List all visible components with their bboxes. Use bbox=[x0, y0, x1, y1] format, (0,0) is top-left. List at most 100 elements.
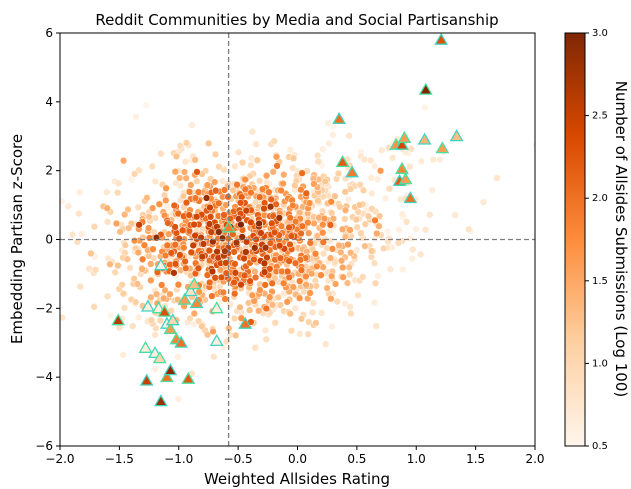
data-point bbox=[375, 222, 383, 230]
data-point bbox=[421, 226, 430, 234]
data-point bbox=[157, 149, 165, 158]
data-point bbox=[306, 289, 314, 297]
data-point bbox=[269, 168, 277, 176]
data-point bbox=[359, 273, 367, 281]
data-point bbox=[147, 293, 155, 301]
data-point bbox=[134, 203, 142, 212]
data-point bbox=[372, 322, 380, 330]
data-point bbox=[103, 188, 111, 196]
data-point bbox=[353, 223, 361, 231]
highlighted-point bbox=[209, 301, 224, 314]
data-point bbox=[76, 283, 84, 291]
data-point bbox=[202, 194, 211, 202]
data-point bbox=[319, 229, 327, 237]
data-point bbox=[368, 247, 376, 255]
data-point bbox=[270, 228, 279, 237]
data-point bbox=[312, 319, 320, 327]
data-point bbox=[276, 254, 285, 262]
data-point bbox=[328, 323, 336, 331]
data-point bbox=[158, 281, 166, 289]
highlighted-point bbox=[153, 258, 168, 271]
data-point bbox=[339, 263, 347, 272]
y-tick-label: −2 bbox=[35, 301, 53, 315]
data-point bbox=[328, 245, 337, 253]
data-point bbox=[226, 214, 234, 223]
data-point bbox=[130, 237, 139, 245]
data-point bbox=[375, 212, 384, 220]
data-point bbox=[386, 265, 395, 273]
data-point bbox=[182, 199, 191, 207]
data-point bbox=[370, 259, 379, 267]
data-point bbox=[252, 140, 260, 148]
data-point bbox=[151, 365, 159, 373]
data-point bbox=[344, 240, 352, 249]
data-point bbox=[257, 229, 265, 237]
data-point bbox=[276, 242, 284, 250]
data-point bbox=[230, 314, 239, 323]
data-point bbox=[297, 186, 305, 194]
data-point bbox=[352, 215, 360, 224]
data-point bbox=[189, 241, 197, 250]
data-point bbox=[451, 211, 459, 219]
data-point bbox=[215, 199, 223, 207]
data-point bbox=[268, 301, 277, 309]
highlighted-point bbox=[417, 132, 432, 145]
data-point bbox=[297, 266, 306, 274]
data-point bbox=[253, 156, 261, 164]
data-point bbox=[149, 204, 157, 212]
data-point bbox=[308, 308, 317, 317]
data-point bbox=[371, 216, 379, 225]
data-point bbox=[118, 281, 126, 289]
plot-area bbox=[60, 33, 535, 446]
data-point bbox=[323, 284, 331, 292]
data-point bbox=[319, 249, 328, 258]
data-point bbox=[337, 257, 346, 265]
x-tick-label: 0.0 bbox=[288, 452, 307, 466]
data-point bbox=[203, 331, 212, 339]
highlighted-point bbox=[398, 172, 413, 185]
data-point bbox=[232, 331, 240, 340]
data-point bbox=[347, 309, 355, 318]
data-point bbox=[378, 146, 386, 154]
data-point bbox=[331, 192, 339, 200]
data-point bbox=[247, 161, 255, 169]
y-axis-label: Embedding Partisan z-Score bbox=[8, 134, 26, 344]
highlighted-markers bbox=[111, 33, 464, 407]
data-point bbox=[314, 157, 322, 166]
data-point bbox=[302, 281, 310, 289]
y-tick-label: 2 bbox=[45, 164, 53, 178]
data-point bbox=[319, 238, 327, 246]
data-point bbox=[181, 257, 189, 266]
data-point bbox=[296, 277, 304, 285]
highlighted-point bbox=[140, 299, 155, 312]
data-point bbox=[412, 225, 420, 233]
data-point bbox=[162, 196, 170, 205]
highlighted-point bbox=[332, 111, 347, 125]
data-point bbox=[345, 132, 353, 140]
data-point bbox=[296, 330, 304, 338]
data-point bbox=[106, 260, 114, 268]
data-point bbox=[134, 313, 143, 322]
data-point bbox=[326, 221, 335, 229]
data-point bbox=[170, 269, 178, 277]
data-point bbox=[208, 292, 216, 300]
colorbar-tick-label: 3.0 bbox=[592, 28, 608, 39]
data-point bbox=[347, 249, 355, 257]
data-point bbox=[270, 137, 278, 145]
colorbar-tick-label: 1.0 bbox=[592, 358, 608, 369]
data-point bbox=[395, 226, 403, 234]
data-point bbox=[271, 319, 279, 327]
highlighted-point bbox=[152, 351, 167, 364]
data-point bbox=[130, 275, 138, 283]
data-point bbox=[335, 241, 343, 250]
data-point bbox=[230, 278, 238, 287]
highlighted-point bbox=[397, 130, 412, 143]
data-point bbox=[182, 139, 191, 147]
data-point bbox=[205, 220, 214, 228]
data-point bbox=[164, 219, 172, 227]
data-point bbox=[310, 180, 318, 188]
data-point bbox=[242, 207, 250, 215]
data-point bbox=[242, 248, 250, 256]
y-tick-label: −4 bbox=[35, 370, 53, 384]
data-point bbox=[134, 248, 142, 257]
